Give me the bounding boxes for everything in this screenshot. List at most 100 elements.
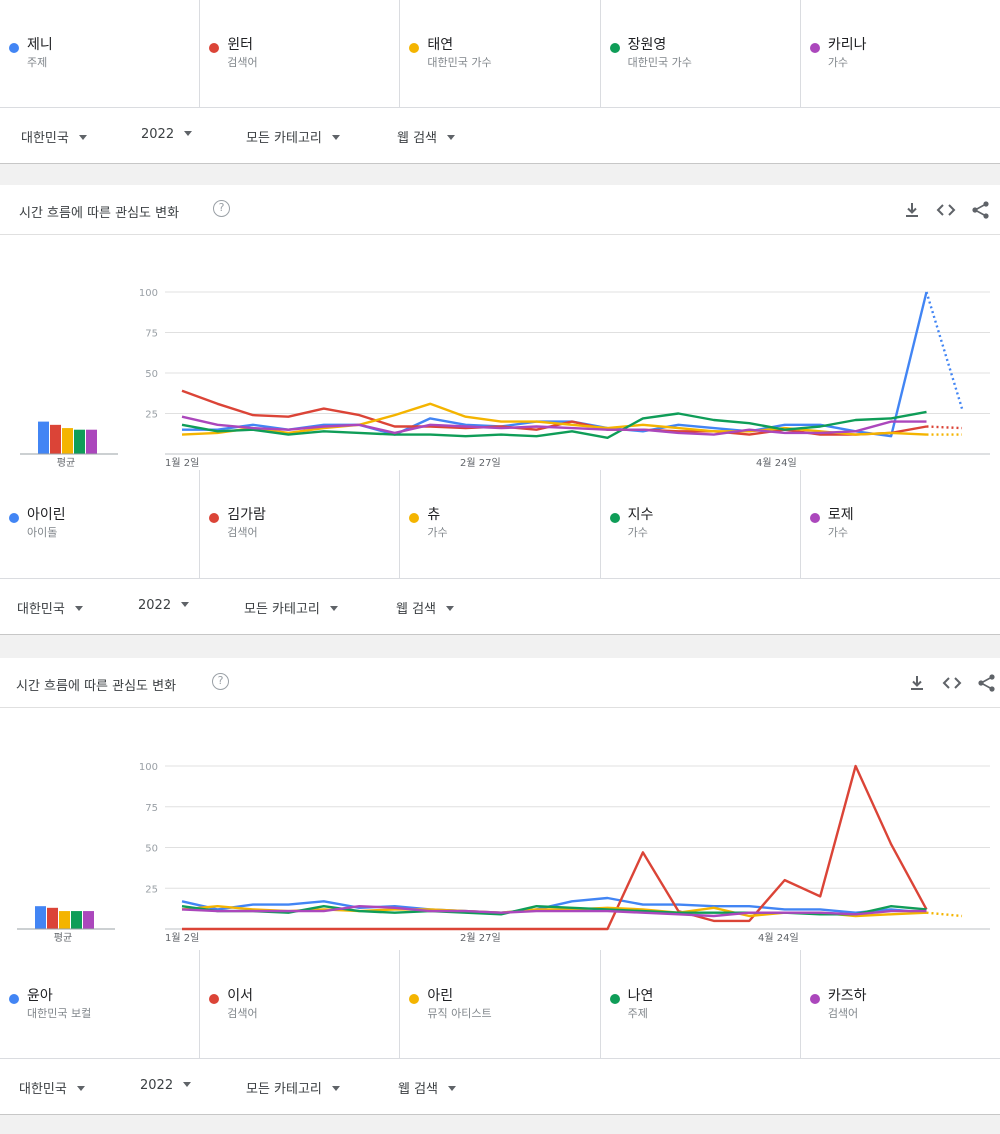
dropdown-label: 대한민국: [19, 1082, 67, 1097]
region-dropdown[interactable]: 대한민국: [19, 1078, 85, 1097]
term-name: 이서: [227, 988, 253, 1004]
caret-down-icon: [184, 131, 193, 136]
x-tick-label: 4월 24일: [756, 457, 797, 469]
term-type: 검색어: [827, 1007, 859, 1020]
year-dropdown[interactable]: 2022: [140, 1078, 192, 1093]
series-color-dot: [9, 994, 19, 1004]
region-dropdown[interactable]: 대한민국: [17, 598, 83, 617]
search-type-dropdown[interactable]: 웹 검색: [397, 127, 456, 146]
term-card[interactable]: 츄 가수: [400, 470, 601, 578]
term-type: 대한민국 가수: [627, 56, 692, 69]
average-bar: [50, 424, 61, 454]
dropdown-label: 대한민국: [21, 131, 69, 146]
series-color-dot: [409, 43, 420, 53]
category-dropdown[interactable]: 모든 카테고리: [244, 598, 338, 617]
caret-down-icon: [446, 606, 455, 611]
series-color-dot: [409, 994, 420, 1004]
share-icon[interactable]: [977, 673, 997, 693]
download-icon[interactable]: [902, 200, 922, 220]
term-card[interactable]: 아린 뮤직 아티스트: [400, 950, 601, 1058]
y-tick-label: 75: [145, 329, 158, 340]
term-type: 가수: [827, 526, 849, 539]
series-color-dot: [809, 513, 820, 523]
x-tick-label: 1월 2일: [165, 932, 199, 944]
term-bar-2: 아이린 아이돌 김가람 검색어 츄 가수 지수 가수 로제 가수: [0, 470, 1000, 578]
term-name: 지수: [627, 507, 654, 523]
term-card[interactable]: 나연 주제: [601, 950, 801, 1058]
term-card[interactable]: 태연 대한민국 가수: [400, 0, 601, 107]
series-line: [181, 415, 927, 436]
term-card[interactable]: 제니 주제: [0, 0, 201, 107]
help-circle-icon[interactable]: ?: [212, 673, 229, 690]
y-tick-label: 100: [139, 762, 158, 773]
x-tick-label: 4월 24일: [758, 932, 799, 944]
series-color-dot: [209, 513, 220, 523]
caret-down-icon: [74, 606, 83, 611]
dropdown-label: 모든 카테고리: [246, 1082, 322, 1097]
series-color-dot: [609, 994, 620, 1004]
series-line: [181, 905, 927, 918]
dropdown-label: 모든 카테고리: [244, 602, 320, 617]
average-label: 평균: [57, 457, 75, 469]
term-type: 검색어: [227, 56, 258, 69]
interest-over-time-card-1: 시간 흐름에 따른 관심도 변화 ? 100 75 50 25 1월 2일 2월 27일 4…: [0, 185, 1000, 470]
series-partial-segment: [926, 911, 963, 918]
x-tick-label: 2월 27일: [460, 932, 501, 944]
caret-down-icon: [331, 135, 340, 140]
category-dropdown[interactable]: 모든 카테고리: [246, 1078, 340, 1097]
y-tick-label: 25: [145, 884, 158, 895]
term-type: 주제: [627, 1007, 648, 1020]
term-name: 장원영: [627, 37, 667, 53]
x-tick-label: 2월 27일: [460, 457, 501, 469]
term-type: 뮤직 아티스트: [427, 1007, 492, 1020]
term-card[interactable]: 이서 검색어: [200, 950, 401, 1058]
filter-bar-3: 대한민국 2022 모든 카테고리 웹 검색: [0, 1058, 1000, 1115]
year-dropdown[interactable]: 2022: [138, 598, 190, 613]
term-card[interactable]: 김가람 검색어: [200, 470, 401, 578]
series-line: [181, 896, 927, 914]
term-name: 태연: [427, 37, 454, 53]
dropdown-label: 모든 카테고리: [246, 131, 322, 146]
help-circle-icon[interactable]: ?: [213, 200, 230, 217]
dropdown-label: 대한민국: [17, 602, 65, 617]
region-dropdown[interactable]: 대한민국: [21, 127, 87, 146]
average-label: 평균: [54, 932, 72, 944]
term-card[interactable]: 아이린 아이돌: [0, 470, 201, 578]
caret-down-icon: [78, 135, 87, 140]
share-icon[interactable]: [971, 200, 991, 220]
term-name: 로제: [827, 507, 854, 523]
download-icon[interactable]: [907, 673, 927, 693]
average-bar: [38, 421, 49, 454]
term-card[interactable]: 윤아 대한민국 보컬: [0, 950, 201, 1058]
term-name: 카리나: [827, 37, 867, 53]
average-bar: [47, 907, 58, 929]
dropdown-label: 2022: [141, 127, 175, 142]
embed-code-icon[interactable]: [942, 673, 962, 693]
search-type-dropdown[interactable]: 웹 검색: [398, 1078, 457, 1097]
term-name: 윈터: [227, 37, 253, 53]
average-bar: [83, 911, 94, 929]
term-card[interactable]: 지수 가수: [601, 470, 801, 578]
x-tick-label: 1월 2일: [165, 457, 199, 469]
series-color-dot: [809, 994, 820, 1004]
term-type: 가수: [827, 56, 849, 69]
caret-down-icon: [331, 1086, 340, 1091]
search-type-dropdown[interactable]: 웹 검색: [396, 598, 455, 617]
series-color-dot: [409, 513, 420, 523]
caret-down-icon: [183, 1082, 192, 1087]
dropdown-label: 웹 검색: [396, 602, 437, 617]
series-color-dot: [9, 513, 19, 523]
average-bar: [35, 906, 46, 929]
year-dropdown[interactable]: 2022: [141, 127, 193, 142]
caret-down-icon: [447, 135, 456, 140]
card-title: 시간 흐름에 따른 관심도 변화: [16, 679, 177, 694]
embed-code-icon[interactable]: [936, 200, 956, 220]
category-dropdown[interactable]: 모든 카테고리: [246, 127, 340, 146]
term-bar-1: 제니 주제 윈터 검색어 태연 대한민국 가수 장원영 대한민국 가수 카리나 가수: [0, 0, 1000, 107]
term-name: 카즈하: [827, 988, 867, 1004]
